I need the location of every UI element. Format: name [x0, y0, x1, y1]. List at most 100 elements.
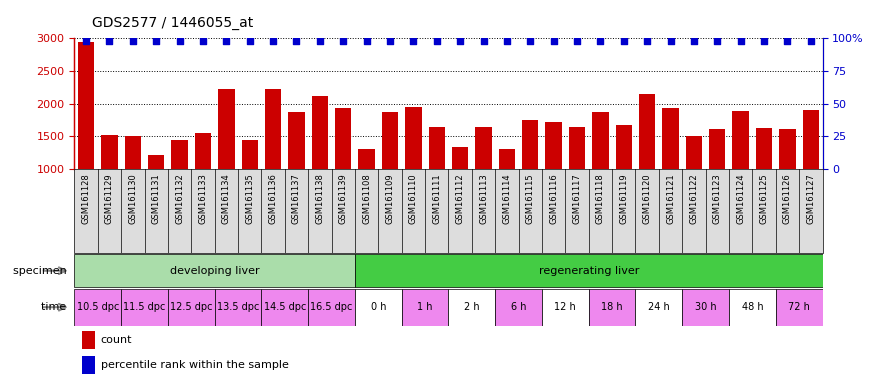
- Bar: [355, 254, 822, 287]
- Bar: [335, 108, 352, 234]
- Point: [102, 38, 116, 44]
- Bar: [121, 289, 168, 326]
- Text: 12.5 dpc: 12.5 dpc: [170, 302, 213, 312]
- Text: 11.5 dpc: 11.5 dpc: [123, 302, 165, 312]
- Bar: [475, 127, 492, 234]
- Bar: [359, 149, 374, 234]
- Bar: [495, 289, 542, 326]
- Bar: [682, 289, 729, 326]
- Point: [617, 38, 631, 44]
- Bar: [709, 129, 725, 234]
- Text: 6 h: 6 h: [511, 302, 527, 312]
- Text: GSM161123: GSM161123: [713, 173, 722, 224]
- Point: [266, 38, 280, 44]
- Text: GSM161110: GSM161110: [409, 173, 418, 224]
- Text: regenerating liver: regenerating liver: [538, 266, 639, 276]
- Bar: [148, 155, 164, 234]
- Text: GSM161113: GSM161113: [479, 173, 488, 224]
- Point: [710, 38, 724, 44]
- Point: [313, 38, 327, 44]
- Text: GSM161128: GSM161128: [81, 173, 91, 224]
- Text: GSM161116: GSM161116: [550, 173, 558, 224]
- Point: [336, 38, 350, 44]
- Text: GSM161114: GSM161114: [502, 173, 511, 224]
- Point: [360, 38, 374, 44]
- Text: GSM161109: GSM161109: [386, 173, 395, 224]
- Text: 24 h: 24 h: [648, 302, 669, 312]
- Bar: [312, 96, 328, 234]
- Bar: [355, 289, 402, 326]
- Text: GSM161125: GSM161125: [760, 173, 768, 224]
- Text: 16.5 dpc: 16.5 dpc: [311, 302, 353, 312]
- Bar: [172, 140, 188, 234]
- Bar: [82, 356, 95, 374]
- Point: [500, 38, 514, 44]
- Bar: [218, 89, 234, 234]
- Bar: [569, 127, 585, 234]
- Point: [757, 38, 771, 44]
- Point: [804, 38, 818, 44]
- Bar: [780, 129, 795, 234]
- Bar: [732, 111, 749, 234]
- Point: [196, 38, 210, 44]
- Text: 10.5 dpc: 10.5 dpc: [77, 302, 119, 312]
- Bar: [545, 122, 562, 234]
- Point: [172, 38, 186, 44]
- Text: GSM161132: GSM161132: [175, 173, 184, 224]
- Text: count: count: [101, 335, 132, 345]
- Text: 14.5 dpc: 14.5 dpc: [263, 302, 306, 312]
- Point: [733, 38, 747, 44]
- Text: percentile rank within the sample: percentile rank within the sample: [101, 360, 289, 370]
- Point: [79, 38, 93, 44]
- Point: [220, 38, 234, 44]
- Text: GSM161120: GSM161120: [642, 173, 652, 224]
- Bar: [499, 149, 515, 234]
- Text: 30 h: 30 h: [695, 302, 717, 312]
- Text: GDS2577 / 1446055_at: GDS2577 / 1446055_at: [92, 16, 253, 30]
- Bar: [729, 289, 776, 326]
- Bar: [124, 136, 141, 234]
- Point: [687, 38, 701, 44]
- Bar: [102, 135, 117, 234]
- Bar: [452, 147, 468, 234]
- Bar: [522, 120, 538, 234]
- Bar: [616, 125, 632, 234]
- Text: GSM161129: GSM161129: [105, 173, 114, 224]
- Text: GSM161121: GSM161121: [666, 173, 675, 224]
- Bar: [78, 42, 94, 234]
- Text: GSM161133: GSM161133: [199, 173, 207, 224]
- Text: GSM161136: GSM161136: [269, 173, 277, 224]
- Text: GSM161118: GSM161118: [596, 173, 605, 224]
- Text: GSM161111: GSM161111: [432, 173, 441, 224]
- Point: [150, 38, 164, 44]
- Text: GSM161130: GSM161130: [129, 173, 137, 224]
- Text: GSM161117: GSM161117: [572, 173, 582, 224]
- Bar: [429, 127, 444, 234]
- Text: 0 h: 0 h: [370, 302, 386, 312]
- Point: [126, 38, 140, 44]
- Bar: [405, 107, 422, 234]
- Bar: [639, 94, 655, 234]
- Text: GSM161124: GSM161124: [736, 173, 746, 224]
- Bar: [592, 112, 609, 234]
- Bar: [288, 112, 304, 234]
- Text: GSM161139: GSM161139: [339, 173, 347, 224]
- Bar: [308, 289, 355, 326]
- Point: [406, 38, 420, 44]
- Text: 2 h: 2 h: [464, 302, 480, 312]
- Text: developing liver: developing liver: [170, 266, 260, 276]
- Bar: [74, 254, 355, 287]
- Text: GSM161112: GSM161112: [456, 173, 465, 224]
- Text: GSM161119: GSM161119: [620, 173, 628, 224]
- Text: GSM161127: GSM161127: [806, 173, 816, 224]
- Text: GSM161122: GSM161122: [690, 173, 698, 224]
- Bar: [449, 289, 495, 326]
- Text: 1 h: 1 h: [417, 302, 433, 312]
- Bar: [542, 289, 589, 326]
- Point: [290, 38, 304, 44]
- Point: [430, 38, 444, 44]
- Text: 18 h: 18 h: [601, 302, 623, 312]
- Point: [453, 38, 467, 44]
- Bar: [802, 110, 819, 234]
- Bar: [589, 289, 635, 326]
